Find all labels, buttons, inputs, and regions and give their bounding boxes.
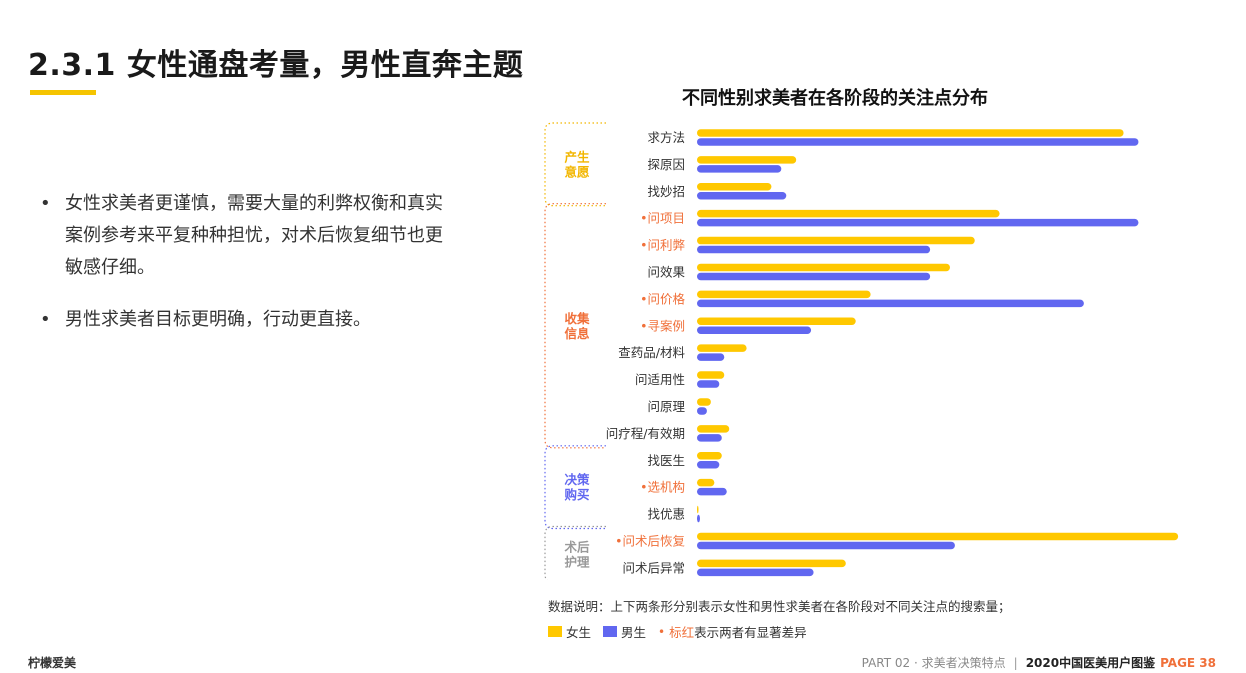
- chart-note: 数据说明：上下两条形分别表示女性和男性求美者在各阶段对不同关注点的搜索量；: [548, 599, 1011, 614]
- bar-female: [697, 398, 711, 406]
- category-label: 问效果: [647, 264, 685, 279]
- bar-male: [697, 541, 955, 550]
- bar-female: [697, 532, 1179, 541]
- bar-female: [697, 129, 1124, 137]
- category-label: •问项目: [640, 211, 685, 226]
- chart-title: 不同性别求美者在各阶段的关注点分布: [682, 88, 988, 109]
- bar-female: [697, 209, 1000, 218]
- stage-label: 术后: [563, 539, 590, 554]
- bar-male: [697, 514, 700, 523]
- stage-label: 护理: [564, 554, 590, 569]
- significance-dot-icon: •: [658, 624, 666, 639]
- stage-label: 收集: [564, 311, 590, 326]
- category-label: 求方法: [647, 130, 685, 145]
- bar-male: [697, 165, 782, 173]
- bar-male: [697, 568, 814, 577]
- category-label: 问疗程/有效期: [606, 426, 685, 441]
- legend-label-female: 女生: [566, 625, 592, 640]
- bullet-item: • 男性求美者目标更明确，行动更直接。: [40, 304, 460, 336]
- legend-item-male: 男生: [603, 622, 646, 641]
- brand-logo-text: 柠檬爱美: [28, 656, 77, 670]
- footer-part: PART 02 · 求美者决策特点: [861, 656, 1006, 670]
- bar-female: [697, 156, 797, 164]
- category-label: •选机构: [640, 480, 685, 495]
- bar-female: [697, 317, 856, 325]
- legend-swatch-male: [603, 626, 618, 637]
- bar-female: [697, 505, 699, 514]
- bar-male: [697, 487, 727, 496]
- bullet-dot-icon: •: [40, 193, 51, 214]
- bar-female: [697, 425, 730, 433]
- bar-male: [697, 138, 1139, 146]
- bullet-list: • 女性求美者更谨慎，需要大量的利弊权衡和真实案例参考来平复种种担忧，对术后恢复…: [40, 188, 460, 356]
- bar-female: [697, 371, 725, 379]
- footer-separator: |: [1013, 655, 1018, 670]
- bar-female: [697, 452, 722, 460]
- legend-item-significant: • 标红 表示两者有显著差异: [658, 622, 807, 641]
- bar-female: [697, 236, 975, 245]
- bar-female: [697, 344, 747, 352]
- bar-male: [697, 461, 720, 469]
- bar-male: [697, 434, 722, 442]
- category-label: 查药品/材料: [618, 345, 685, 360]
- category-label: •问价格: [640, 291, 685, 306]
- bar-male: [697, 218, 1139, 227]
- legend-item-female: 女生: [548, 622, 591, 641]
- chart-legend: 女生 男生 • 标红 表示两者有显著差异: [548, 622, 819, 641]
- category-label: 找优惠: [647, 507, 685, 522]
- bar-male: [697, 353, 725, 361]
- stage-label: 意愿: [564, 164, 590, 179]
- category-label: 问原理: [647, 399, 685, 414]
- footer-page-number: PAGE 38: [1160, 655, 1216, 670]
- stage-label: 信息: [564, 326, 590, 341]
- category-label: 找妙招: [647, 184, 685, 199]
- legend-swatch-female: [548, 626, 562, 637]
- category-label: •问术后恢复: [615, 533, 685, 548]
- bar-female: [697, 559, 846, 568]
- bar-male: [697, 299, 1084, 308]
- bar-female: [697, 263, 950, 272]
- title-underline: [30, 90, 96, 95]
- bar-male: [697, 192, 787, 200]
- legend-red-text: 标红: [669, 625, 695, 640]
- footer-report-title: 2020中国医美用户图鉴: [1025, 656, 1156, 670]
- bullet-dot-icon: •: [40, 309, 51, 330]
- bar-female: [697, 183, 772, 191]
- category-label: •寻案例: [640, 318, 685, 333]
- bar-male: [697, 380, 720, 388]
- stage-label: 产生: [564, 149, 590, 164]
- bar-female: [697, 478, 715, 487]
- bullet-text: 男性求美者目标更明确，行动更直接。: [65, 309, 371, 330]
- category-label: 问适用性: [635, 372, 685, 387]
- category-label: •问利弊: [640, 238, 685, 253]
- bar-male: [697, 245, 931, 254]
- bullet-text: 女性求美者更谨慎，需要大量的利弊权衡和真实案例参考来平复种种担忧，对术后恢复细节…: [65, 193, 443, 278]
- legend-label-male: 男生: [621, 625, 647, 640]
- bar-male: [697, 326, 812, 334]
- category-label: 找医生: [647, 453, 685, 468]
- footer: PART 02 · 求美者决策特点 | 2020中国医美用户图鉴 PAGE 38: [862, 654, 1216, 671]
- page-title: 2.3.1 女性通盘考量，男性直奔主题: [28, 48, 524, 83]
- bullet-item: • 女性求美者更谨慎，需要大量的利弊权衡和真实案例参考来平复种种担忧，对术后恢复…: [40, 188, 460, 284]
- category-label: 探原因: [647, 157, 685, 172]
- legend-rest-text: 表示两者有显著差异: [694, 625, 807, 640]
- stage-label: 决策: [564, 472, 590, 487]
- bar-female: [697, 290, 871, 299]
- category-label: 问术后异常: [622, 560, 685, 575]
- stage-label: 购买: [564, 487, 589, 502]
- bar-male: [697, 272, 931, 281]
- bar-male: [697, 407, 707, 415]
